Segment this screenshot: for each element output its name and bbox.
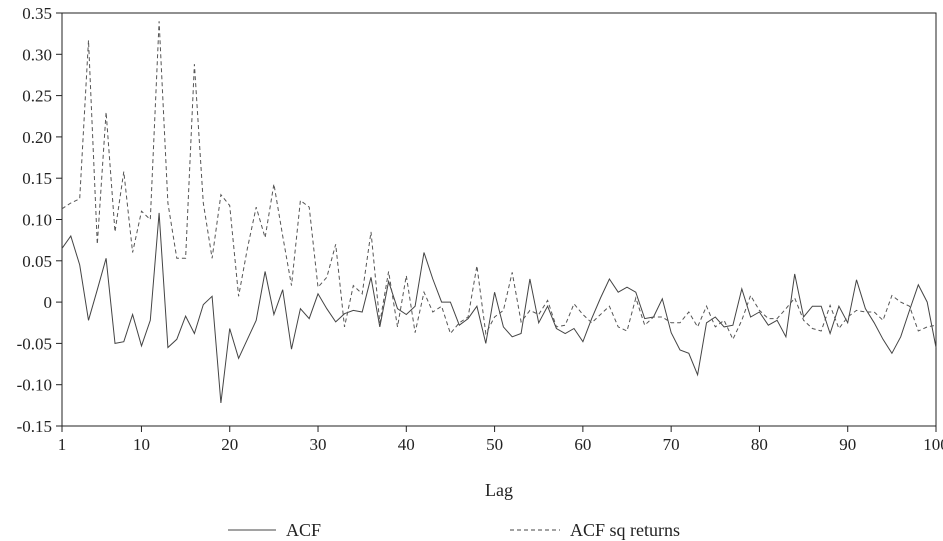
- x-tick-label: 30: [310, 435, 327, 454]
- y-tick-label: 0: [44, 293, 53, 312]
- x-tick-label: 40: [398, 435, 415, 454]
- y-tick-label: 0.05: [22, 252, 52, 271]
- y-tick-label: -0.15: [17, 417, 52, 436]
- y-tick-label: -0.05: [17, 334, 52, 353]
- plot-frame: [61, 12, 937, 427]
- x-tick-label: 80: [751, 435, 768, 454]
- x-tick-label: 1: [58, 435, 67, 454]
- series-line-acf-sq-returns: [61, 21, 937, 341]
- y-tick-label: 0.30: [22, 45, 52, 64]
- x-tick-label: 20: [221, 435, 238, 454]
- y-tick-label: 0.15: [22, 169, 52, 188]
- series-line-acf: [61, 212, 937, 403]
- x-tick-label: 60: [574, 435, 591, 454]
- y-tick-label: 0.20: [22, 128, 52, 147]
- x-tick-label: 70: [663, 435, 680, 454]
- y-tick-label: -0.10: [17, 376, 52, 395]
- x-axis-title: Lag: [485, 480, 513, 500]
- legend: ACF ACF sq returns: [228, 520, 680, 540]
- legend-label: ACF sq returns: [570, 520, 680, 540]
- legend-label: ACF: [286, 520, 321, 540]
- y-tick-label: 0.10: [22, 211, 52, 230]
- x-tick-label: 90: [839, 435, 856, 454]
- x-tick-label: 50: [486, 435, 503, 454]
- x-tick-label: 10: [133, 435, 150, 454]
- y-tick-label: 0.35: [22, 4, 52, 23]
- plot-area: [61, 12, 937, 427]
- y-tick-label: 0.25: [22, 87, 52, 106]
- x-tick-label: 100: [923, 435, 943, 454]
- x-axis: 1 10 20 30 40 50 60 70 80 90 100: [58, 426, 943, 454]
- y-axis: -0.15 -0.10 -0.05 0 0.05 0.10 0.15 0.20 0.25 0.30…: [17, 4, 62, 436]
- series-layer: [61, 21, 937, 403]
